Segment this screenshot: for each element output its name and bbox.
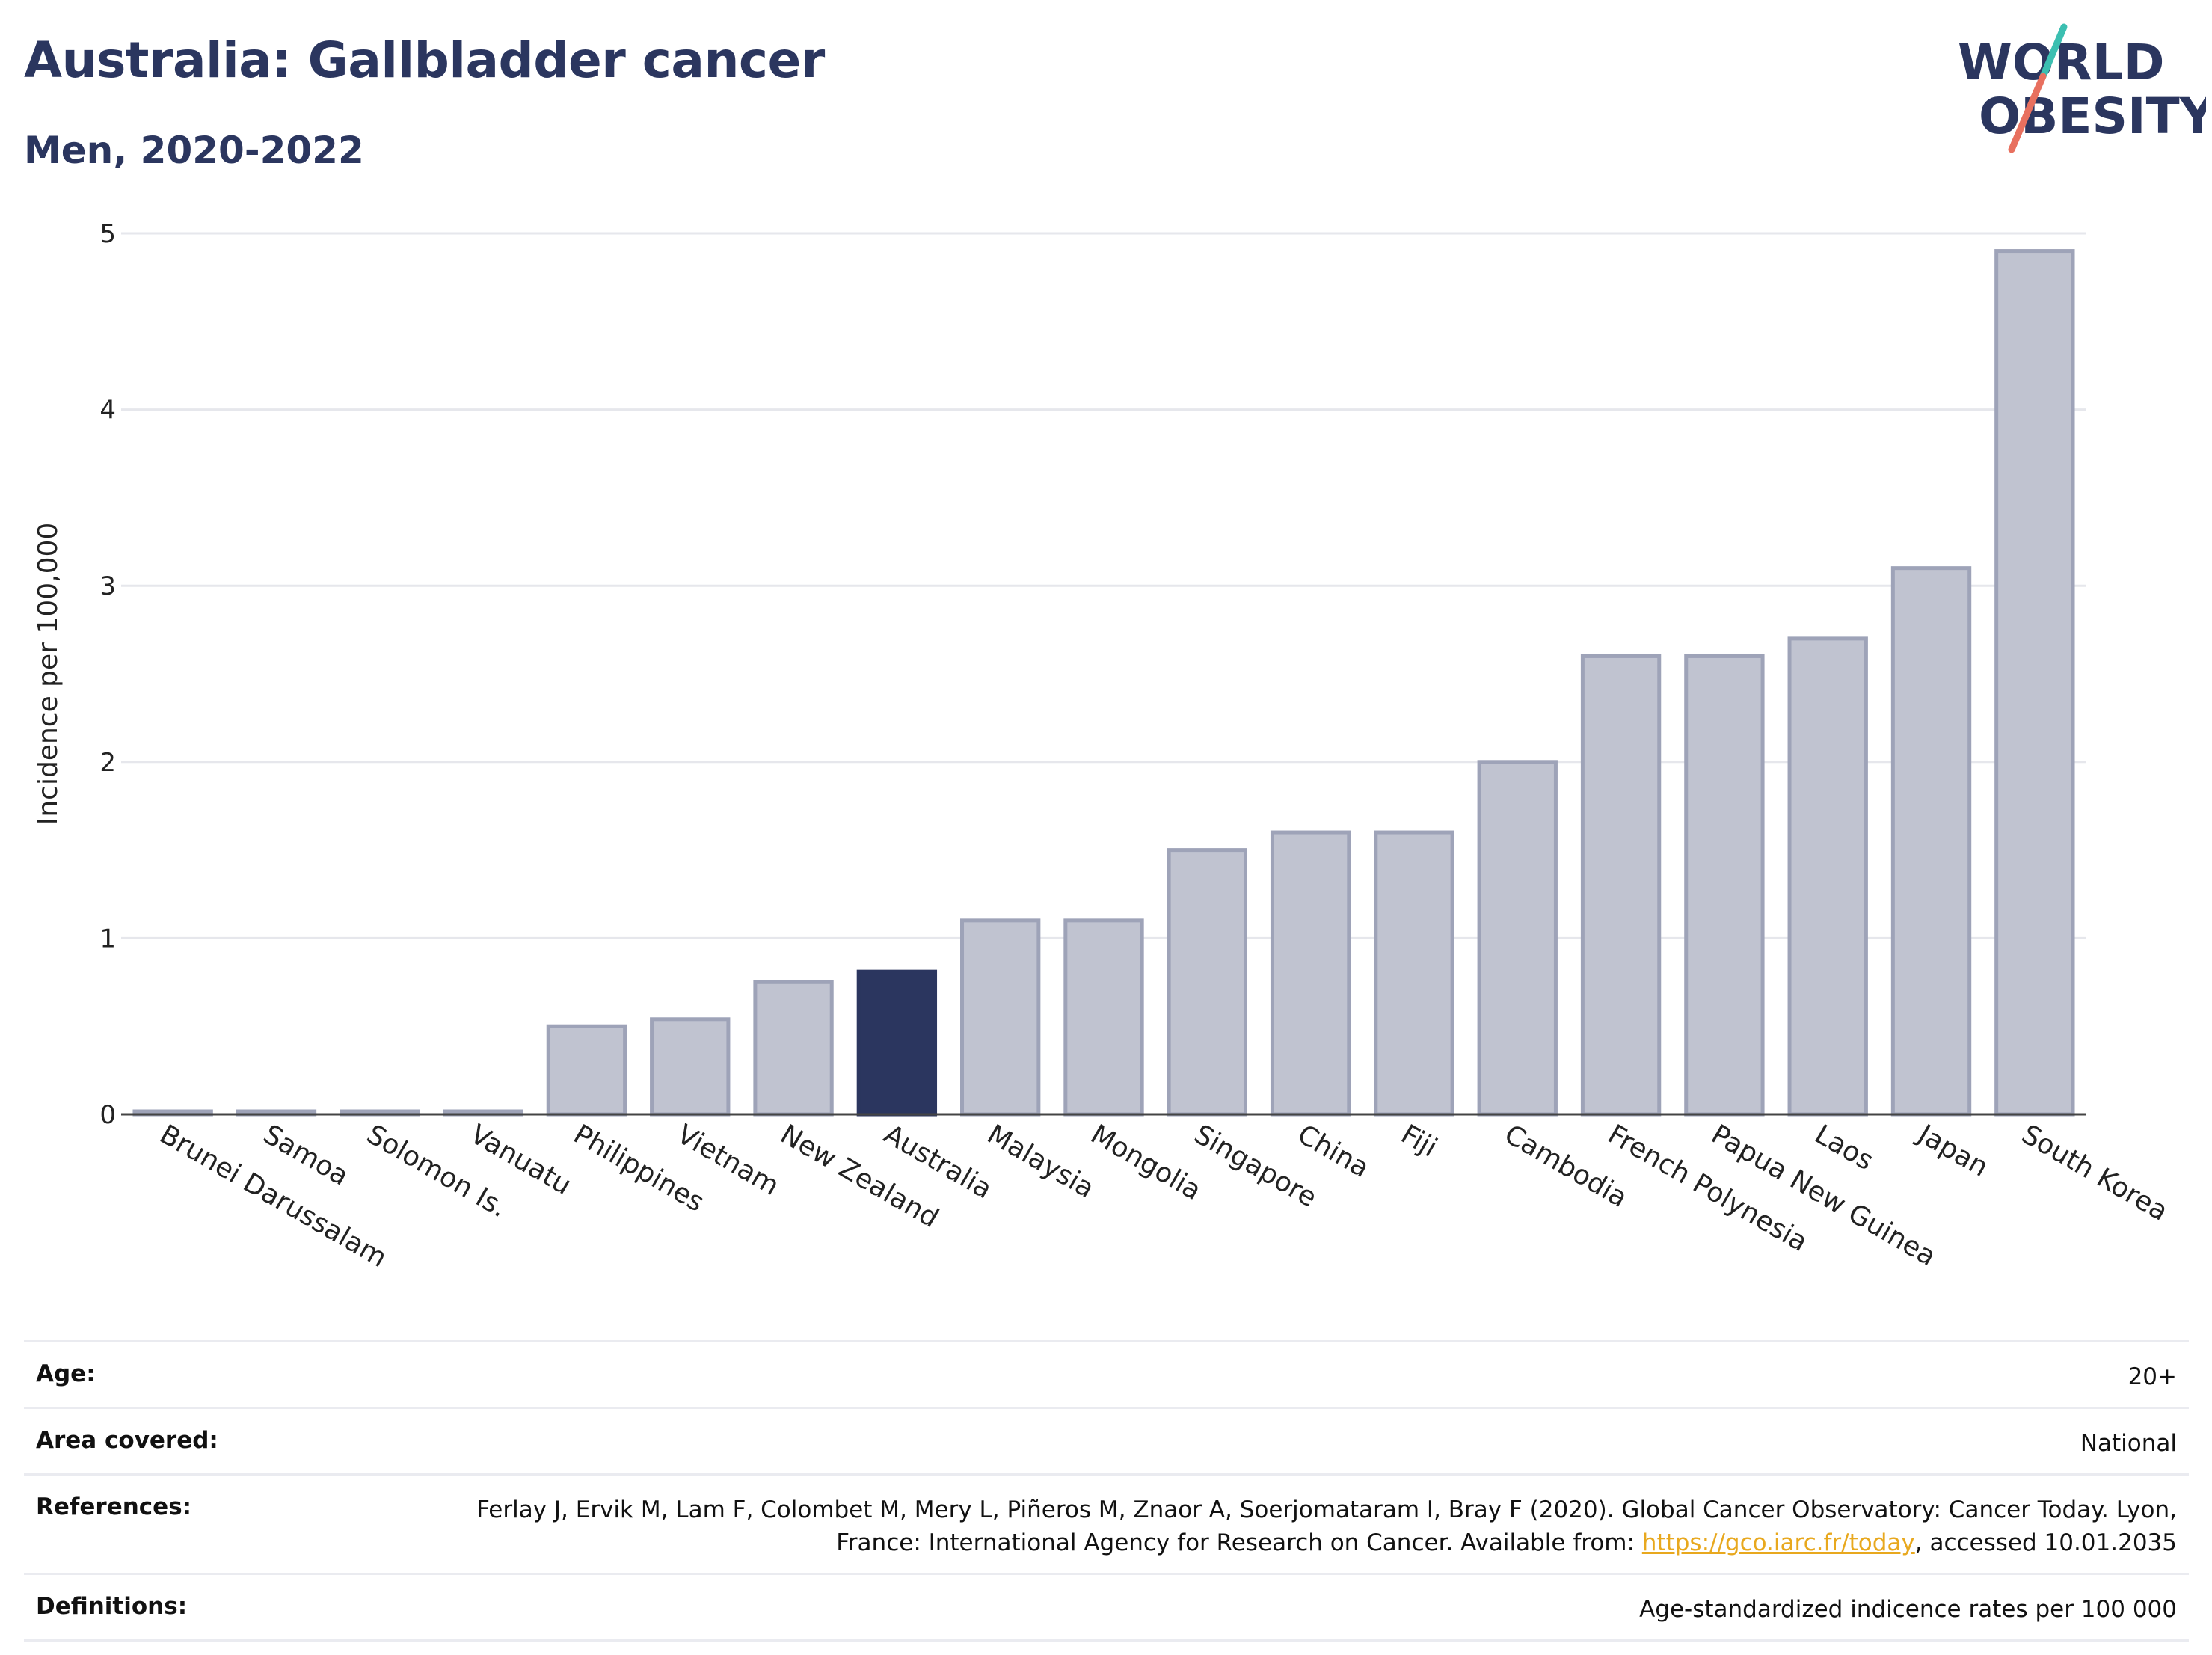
chart-title: Australia: Gallbladder cancer: [24, 31, 825, 89]
y-tick-label: 2: [99, 748, 116, 778]
bar: [1787, 636, 1868, 1117]
y-tick-label: 1: [99, 924, 116, 954]
area-value: National: [2080, 1430, 2177, 1457]
x-tick-label: Laos: [1810, 1119, 1878, 1176]
bar: [1270, 830, 1351, 1117]
references-link[interactable]: https://gco.iarc.fr/today: [1641, 1529, 1915, 1556]
y-tick-label: 4: [99, 396, 116, 426]
bar: [546, 1024, 627, 1117]
x-tick-label: South Korea: [2016, 1119, 2172, 1227]
x-tick-label: Japan: [1911, 1118, 1993, 1183]
bar: [753, 980, 834, 1117]
bar: [1994, 249, 2075, 1117]
logo-slash-teal: [2039, 23, 2068, 80]
bars: [132, 249, 2075, 1117]
footer-row-age: Age: 20+: [24, 1340, 2189, 1407]
x-tick-label: Mongolia: [1086, 1119, 1207, 1206]
references-text: Ferlay J, Ervik M, Lam F, Colombet M, Me…: [476, 1496, 2177, 1556]
x-tick-label: Fiji: [1395, 1119, 1442, 1164]
logo-text-world: WORLD: [1958, 34, 2165, 91]
bar: [1477, 760, 1558, 1117]
y-tick-label: 3: [99, 571, 116, 601]
bar: [960, 918, 1041, 1117]
bar: [650, 1017, 731, 1117]
age-label: Age:: [36, 1360, 96, 1387]
chart-footer: Age: 20+ Area covered: National Referenc…: [24, 1340, 2189, 1642]
y-tick-labels: 0 1 2 3 4 5: [99, 219, 116, 1130]
bar: [1890, 566, 1972, 1117]
chart-subtitle: Men, 2020-2022: [24, 129, 364, 172]
world-obesity-logo: WORLD OBESITY: [1958, 23, 2206, 153]
x-tick-label: China: [1292, 1119, 1374, 1184]
bar: [1063, 918, 1144, 1117]
definitions-label: Definitions:: [36, 1593, 188, 1620]
footer-row-definitions: Definitions: Age-standardized indicence …: [24, 1573, 2189, 1642]
y-axis-label: Incidence per 100,000: [33, 523, 64, 826]
bar-highlight: [856, 969, 938, 1117]
references-value: Ferlay J, Ervik M, Lam F, Colombet M, Me…: [457, 1493, 2177, 1559]
y-tick-label: 0: [99, 1100, 116, 1130]
definitions-value: Age-standardized indicence rates per 100…: [1639, 1596, 2177, 1623]
references-label: References:: [36, 1493, 192, 1520]
x-tick-label: Malaysia: [982, 1119, 1099, 1204]
area-label: Area covered:: [36, 1427, 218, 1454]
footer-row-area: Area covered: National: [24, 1407, 2189, 1473]
bar: [1167, 848, 1247, 1117]
bar: [1580, 654, 1662, 1117]
logo-slash-coral: [2008, 73, 2047, 153]
bar: [1374, 830, 1454, 1117]
y-tick-label: 5: [99, 219, 116, 249]
footer-row-references: References: Ferlay J, Ervik M, Lam F, Co…: [24, 1473, 2189, 1573]
age-value: 20+: [2127, 1363, 2177, 1390]
references-accessed: , accessed 10.01.2035: [1914, 1529, 2177, 1556]
bar: [1684, 654, 1765, 1117]
